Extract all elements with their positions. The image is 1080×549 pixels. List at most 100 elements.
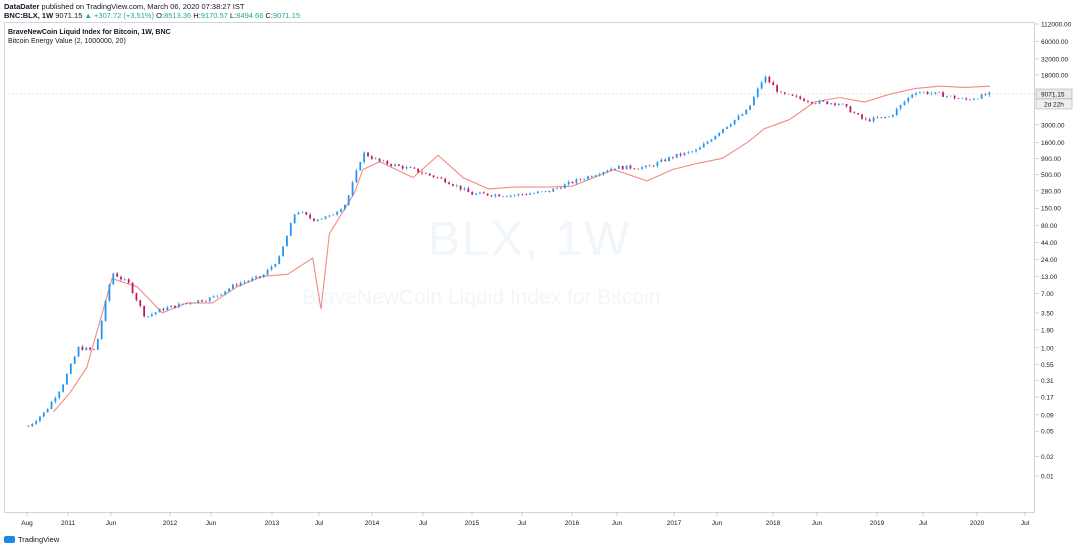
candle-body (482, 192, 485, 194)
candle-body (737, 115, 740, 120)
candle-body (50, 401, 53, 409)
candle-body (946, 95, 948, 97)
candle-body (683, 152, 686, 156)
chart-pane[interactable] (4, 22, 1035, 513)
candle-body (139, 300, 142, 306)
candle-body (440, 177, 443, 179)
candle-body (174, 305, 176, 308)
candle-body (131, 282, 134, 294)
candle-body (455, 185, 458, 187)
candle-body (942, 92, 944, 97)
candle-body (691, 151, 694, 153)
candle-body (77, 346, 80, 357)
candle-body (587, 176, 589, 180)
x-tick-label: Jul (1021, 520, 1030, 527)
candle-body (494, 194, 497, 197)
candle-body (506, 196, 508, 197)
candle-body (286, 235, 288, 247)
candle-body (232, 284, 234, 289)
candle-body (726, 126, 728, 129)
candle-body (96, 338, 99, 350)
candle-body (826, 101, 829, 105)
candle-body (536, 191, 539, 194)
time-axis: Aug 2011 Jun 2012 Jun 2013 Jul 2014 Jul 2015 Jul 20… (21, 512, 1030, 527)
candle-body (367, 152, 369, 157)
candle-body (382, 160, 385, 162)
y-tick-label: 60000.00 (1041, 39, 1068, 46)
candle-body (884, 117, 887, 118)
candle-body (552, 188, 555, 192)
candle-body (660, 159, 663, 163)
candle-body (633, 168, 636, 170)
candle-body (872, 117, 875, 122)
candle-body (598, 174, 601, 176)
y-tick-label: 500.00 (1041, 172, 1061, 179)
candle-body (517, 193, 520, 196)
candle-body (378, 158, 381, 162)
candle-body (401, 165, 404, 169)
candle-body (116, 273, 119, 277)
candle-body (177, 303, 180, 308)
candle-body (668, 157, 670, 162)
y-tick-label: 0.02 (1041, 454, 1054, 461)
y-tick-label: 80.00 (1041, 223, 1058, 230)
candle-body (235, 284, 238, 286)
candle-body (818, 100, 821, 104)
candle-body (243, 281, 246, 283)
legend-main-series[interactable]: BraveNewCoin Liquid Index for Bitcoin, 1… (8, 29, 171, 36)
candle-body (475, 193, 477, 195)
candle-body (830, 103, 833, 105)
candle-body (127, 279, 130, 283)
candle-body (93, 349, 95, 350)
x-tick-label: 2019 (870, 520, 885, 527)
candle-body (224, 291, 227, 295)
candle-body (479, 192, 481, 194)
candle-body (976, 98, 979, 100)
candle-body (448, 182, 450, 185)
candle-body (722, 128, 724, 133)
y-tick-label: 280.00 (1041, 188, 1061, 195)
y-tick-label: 0.31 (1041, 378, 1054, 385)
candle-body (965, 98, 968, 100)
candle-body (841, 103, 844, 105)
legend-indicator[interactable]: Bitcoin Energy Value (2, 1000000, 20) (8, 38, 126, 45)
candle-body (46, 408, 49, 413)
candle-body (320, 218, 323, 220)
y-tick-label: 150.00 (1041, 206, 1061, 213)
candle-body (390, 164, 393, 166)
low-label: L: (230, 11, 237, 20)
x-tick-label: Jun (206, 520, 217, 527)
candle-body (521, 193, 524, 195)
candle-body (247, 280, 250, 282)
candle-body (397, 164, 400, 166)
candle-body (417, 168, 420, 173)
candle-body (31, 423, 34, 427)
candle-body (421, 172, 423, 174)
candle-body (729, 124, 732, 127)
candle-body (502, 196, 504, 197)
candle-body (625, 165, 628, 170)
y-tick-label: 32000.00 (1041, 56, 1068, 63)
candle-body (984, 94, 987, 96)
candle-body (548, 190, 551, 192)
candle-body (675, 153, 678, 158)
x-tick-label: 2016 (565, 520, 580, 527)
candle-body (699, 147, 701, 150)
candle-body (108, 284, 111, 301)
y-tick-label: 1600.00 (1041, 140, 1065, 147)
candle-body (868, 119, 871, 122)
candle-body (58, 391, 61, 398)
candle-body (471, 192, 474, 195)
change-value: +307.72 (+3.51%) (94, 11, 155, 20)
candle-body (444, 178, 447, 183)
candle-body (498, 194, 501, 197)
candle-body (212, 296, 215, 298)
candle-body (741, 114, 744, 116)
candle-body (332, 214, 335, 216)
candle-body (849, 106, 852, 113)
y-tick-label: 1.90 (1041, 327, 1054, 334)
candle-body (185, 303, 188, 305)
candle-body (629, 165, 632, 169)
candle-body (922, 91, 925, 93)
